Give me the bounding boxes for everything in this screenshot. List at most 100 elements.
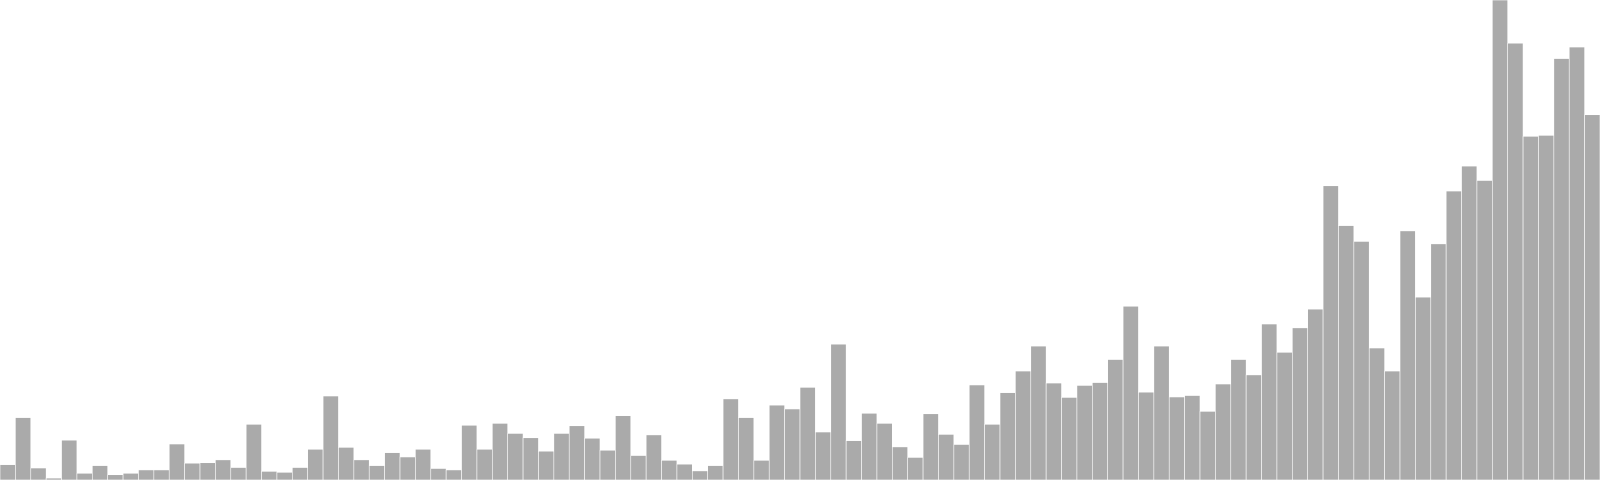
bar-68 — [1045, 382, 1062, 480]
bar-44 — [676, 463, 693, 480]
bar-14 — [215, 459, 232, 480]
bar-89 — [1368, 347, 1385, 480]
bar-79 — [1215, 383, 1232, 480]
bar-48 — [738, 417, 755, 480]
bar-0 — [0, 464, 16, 480]
bar-83 — [1276, 352, 1293, 480]
bar-56 — [861, 412, 878, 480]
bar-73 — [1122, 305, 1139, 480]
bar-31 — [476, 448, 493, 480]
bar-26 — [399, 456, 416, 480]
bar-61 — [938, 434, 955, 480]
bar-101 — [1553, 58, 1570, 480]
bar-36 — [553, 433, 570, 480]
bar-39 — [599, 449, 616, 480]
bar-2 — [30, 467, 47, 480]
bar-40 — [615, 415, 632, 480]
bar-90 — [1384, 370, 1401, 480]
bar-98 — [1507, 42, 1524, 480]
bar-64 — [984, 424, 1001, 480]
bar-17 — [261, 471, 278, 480]
bar-42 — [645, 434, 662, 480]
bar-7 — [107, 474, 124, 480]
bar-1 — [15, 417, 32, 480]
bar-23 — [353, 459, 370, 480]
bar-69 — [1061, 397, 1078, 480]
bar-70 — [1076, 385, 1093, 480]
bar-22 — [338, 447, 355, 480]
bar-76 — [1168, 396, 1185, 480]
bar-38 — [584, 437, 601, 480]
bar-16 — [245, 424, 262, 480]
bar-62 — [953, 444, 970, 480]
bar-100 — [1538, 135, 1555, 480]
bar-55 — [845, 440, 862, 480]
bar-49 — [753, 460, 770, 480]
bar-25 — [384, 452, 401, 480]
bar-5 — [76, 472, 93, 480]
bar-28 — [430, 468, 447, 480]
bar-30 — [461, 424, 478, 480]
bar-18 — [276, 472, 293, 480]
bar-63 — [968, 384, 985, 480]
bar-95 — [1461, 165, 1478, 480]
bar-93 — [1430, 243, 1447, 480]
bar-85 — [1307, 308, 1324, 480]
bar-65 — [999, 392, 1016, 480]
bar-8 — [122, 472, 139, 480]
bar-19 — [292, 467, 308, 480]
bar-13 — [199, 462, 216, 480]
bar-20 — [307, 448, 324, 480]
bar-67 — [1030, 345, 1047, 480]
bar-71 — [1092, 382, 1108, 480]
bar-59 — [907, 457, 924, 480]
bar-29 — [445, 469, 462, 480]
bar-57 — [876, 423, 893, 480]
bar-37 — [568, 425, 585, 480]
bar-4 — [61, 439, 78, 480]
bar-11 — [168, 443, 185, 480]
bar-50 — [768, 404, 785, 480]
bar-21 — [322, 395, 339, 480]
bar-74 — [1138, 391, 1155, 480]
bar-78 — [1199, 411, 1216, 480]
bar-34 — [522, 437, 539, 480]
bar-32 — [492, 423, 508, 480]
bar-60 — [922, 413, 939, 480]
bar-81 — [1245, 374, 1262, 480]
bar-99 — [1522, 136, 1539, 480]
bar-6 — [92, 465, 108, 480]
bar-24 — [368, 465, 385, 480]
bar-45 — [692, 470, 708, 480]
bar-10 — [153, 469, 170, 480]
bar-58 — [892, 446, 908, 480]
bar-15 — [230, 467, 247, 480]
bar-47 — [722, 398, 739, 480]
bar-27 — [415, 448, 432, 480]
bar-86 — [1322, 185, 1339, 480]
bar-82 — [1261, 323, 1278, 480]
bar-84 — [1292, 327, 1308, 480]
bar-66 — [1015, 370, 1032, 480]
bar-94 — [1445, 190, 1462, 480]
bar-12 — [184, 462, 201, 480]
bar-91 — [1399, 230, 1416, 480]
bar-75 — [1153, 345, 1170, 480]
bar-103 — [1584, 114, 1600, 480]
bar-72 — [1107, 359, 1124, 480]
bar-46 — [707, 465, 724, 480]
bar-54 — [830, 343, 847, 480]
bar-43 — [661, 460, 678, 480]
bar-92 — [1415, 296, 1432, 480]
bar-77 — [1184, 395, 1201, 480]
bar-51 — [784, 408, 801, 480]
bar-53 — [815, 431, 832, 480]
bar-88 — [1353, 241, 1370, 480]
bar-35 — [538, 450, 555, 480]
bar-96 — [1476, 180, 1493, 480]
bar-9 — [138, 469, 155, 480]
bar-97 — [1492, 0, 1508, 480]
